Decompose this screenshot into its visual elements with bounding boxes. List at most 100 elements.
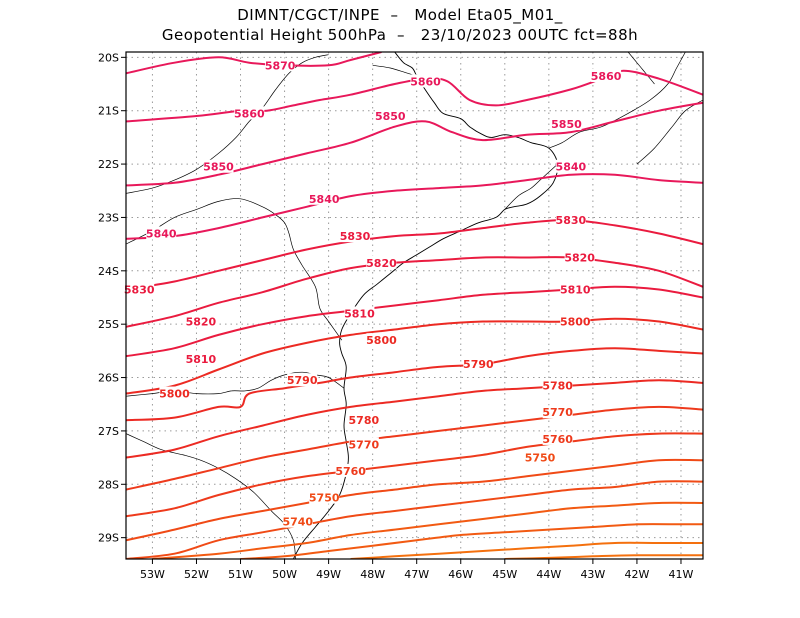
- y-tick-label: 20S: [98, 51, 119, 64]
- contour-label: 5770: [349, 438, 380, 451]
- contour-label: 5830: [124, 283, 155, 296]
- contour-label-background: [234, 106, 265, 120]
- x-tick-label: 50W: [272, 568, 297, 581]
- contour-label-background: [185, 351, 216, 365]
- x-tick-label: 52W: [184, 568, 209, 581]
- state-border: [636, 99, 703, 165]
- contour-label: 5780: [542, 380, 573, 393]
- contour-label-background: [282, 514, 313, 528]
- contour-label: 5740: [282, 516, 313, 529]
- contour-label-background: [525, 450, 556, 464]
- contour-line-5870: [126, 52, 382, 75]
- title-line-1: DIMNT/CGCT/INPE – Model Eta05_M01_: [237, 6, 563, 24]
- contour-label: 5830: [340, 230, 371, 243]
- state-border: [126, 198, 343, 341]
- contour-label: 5840: [146, 227, 177, 240]
- contour-label: 5860: [410, 75, 441, 88]
- contour-label: 5800: [560, 316, 591, 329]
- y-tick-label: 25S: [98, 318, 119, 331]
- contour-line-5800: [126, 317, 703, 395]
- contour-label-background: [340, 229, 371, 243]
- contour-label-background: [555, 159, 586, 173]
- contour-line-unlabeled: [240, 523, 703, 559]
- contour-label-background: [551, 117, 582, 131]
- y-tick-label: 21S: [98, 105, 119, 118]
- contour-line-unlabeled: [152, 501, 703, 559]
- contour-label: 5860: [234, 107, 265, 120]
- contour-line-5790: [126, 347, 703, 422]
- contour-label: 5860: [591, 70, 622, 83]
- contour-label: 5810: [344, 308, 375, 321]
- contour-label-background: [348, 437, 379, 451]
- contour-line-5750: [126, 458, 703, 542]
- state-border: [126, 54, 329, 194]
- x-tick-label: 51W: [228, 568, 253, 581]
- contour-label-background: [375, 109, 406, 123]
- contour-label-background: [366, 255, 397, 269]
- contour-label: 5790: [463, 358, 494, 371]
- contour-label: 5820: [564, 251, 595, 264]
- contour-label-background: [348, 413, 379, 427]
- contour-line-5740: [126, 480, 703, 559]
- contour-labels: 5870 5860 5860 5860 5850 5850 5850 5840 5840 5830…: [124, 58, 622, 529]
- y-tick-label: 27S: [98, 425, 119, 438]
- contour-label: 5850: [551, 118, 582, 131]
- contour-label: 5790: [287, 374, 318, 387]
- contour-label-background: [542, 405, 573, 419]
- contour-label: 5820: [186, 316, 217, 329]
- contour-label-background: [309, 191, 340, 205]
- x-tick-label: 42W: [624, 568, 649, 581]
- contour-label-background: [265, 58, 296, 72]
- state-border: [627, 52, 655, 85]
- grid-lines: [126, 52, 703, 559]
- contour-label: 5760: [542, 433, 573, 446]
- x-tick-label: 43W: [580, 568, 605, 581]
- contour-line-5770: [126, 405, 703, 491]
- state-border: [504, 163, 558, 210]
- contour-label: 5810: [560, 283, 591, 296]
- contour-label-background: [335, 463, 366, 477]
- contour-label: 5800: [159, 388, 190, 401]
- contour-label-background: [560, 314, 591, 328]
- axis-labels: 53W 52W 51W 50W 49W 48W 47W 46W 45W 44W 43W 42W 41W 2…: [98, 51, 694, 581]
- contour-label: 5810: [186, 353, 217, 366]
- contour-label-background: [185, 314, 216, 328]
- contour-label: 5850: [203, 161, 234, 174]
- contour-label-background: [309, 490, 340, 504]
- contour-label: 5840: [309, 193, 340, 206]
- contour-label: 5870: [265, 59, 296, 72]
- y-tick-label: 24S: [98, 265, 119, 278]
- contour-line-5760: [126, 432, 703, 518]
- contour-label-background: [410, 74, 441, 88]
- contour-label-background: [542, 431, 573, 445]
- map-frame: [125, 51, 704, 560]
- contour-label-background: [564, 250, 595, 264]
- contour-line-5830: [126, 219, 703, 291]
- x-tick-label: 41W: [669, 568, 694, 581]
- y-tick-label: 23S: [98, 211, 119, 224]
- contour-label: 5780: [349, 414, 380, 427]
- contour-label-background: [560, 282, 591, 296]
- y-tick-label: 26S: [98, 372, 119, 385]
- contour-label: 5750: [525, 452, 556, 465]
- contour-label-background: [591, 69, 622, 83]
- contour-label-background: [542, 378, 573, 392]
- contour-label: 5750: [309, 492, 340, 505]
- contour-line-5810: [126, 285, 703, 358]
- contour-label-background: [344, 306, 375, 320]
- x-tick-label: 44W: [536, 568, 561, 581]
- contour-label-background: [463, 357, 494, 371]
- contour-label-background: [555, 213, 586, 227]
- contour-label: 5850: [375, 110, 406, 123]
- coastline: [293, 52, 559, 559]
- contour-line-5820: [126, 256, 703, 328]
- x-tick-label: 49W: [316, 568, 341, 581]
- y-tick-label: 22S: [98, 158, 119, 171]
- contour-label-background: [159, 386, 190, 400]
- x-tick-label: 48W: [360, 568, 385, 581]
- y-tick-label: 28S: [98, 478, 119, 491]
- contour-label: 5840: [556, 161, 587, 174]
- contour-label: 5820: [366, 257, 397, 270]
- title-line-2: Geopotential Height 500hPa – 23/10/2023 …: [161, 26, 639, 44]
- contour-label: 5800: [366, 334, 397, 347]
